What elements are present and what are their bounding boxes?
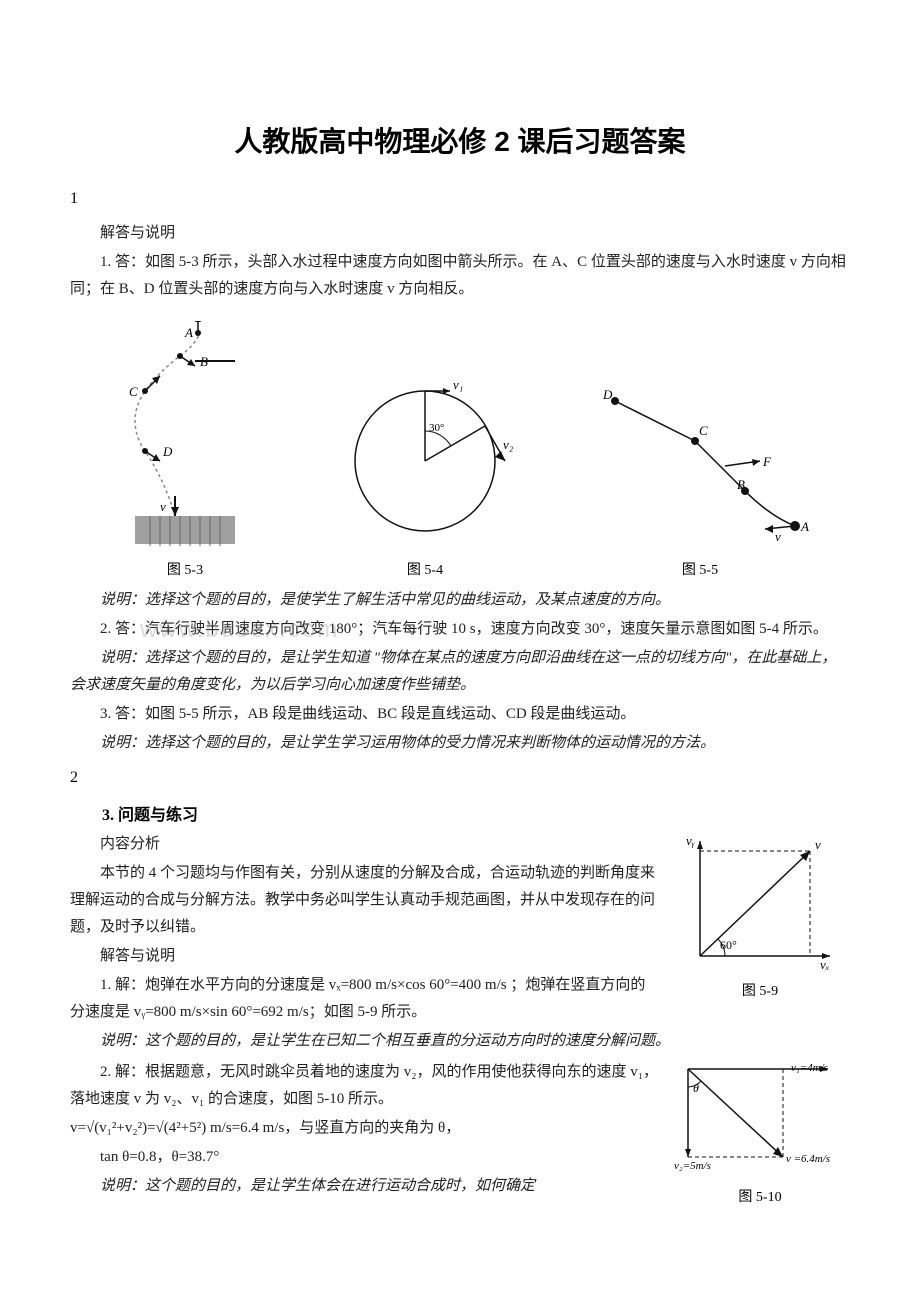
label-v2: v₂ [503,437,514,452]
label-v: v [815,837,821,852]
label-B: B [737,477,745,492]
label-v: v [775,529,781,544]
figure-5-10-caption: 图 5-10 [670,1186,850,1206]
label-D: D [162,444,173,459]
figure-5-10-block: θ v₁=4m/s v₂=5m/s v =6.4m/s 图 5-10 [670,1057,850,1206]
figure-5-9-caption: 图 5-9 [670,980,850,1000]
label-vy: vᵧ [686,833,695,848]
figure-5-3-svg: A B C D v [105,321,265,551]
label-theta: θ [693,1081,699,1095]
figure-5-9-svg: vᵧ v vₓ 60° [680,831,840,971]
q3-note: 说明：选择这个题的目的，是让学生学习运用物体的受力情况来判断物体的运动情况的方法… [70,730,850,757]
figure-5-3: A B C D v 图 5-3 [105,321,265,579]
label-A: A [800,519,809,534]
label-C: C [129,384,138,399]
label-F: F [762,454,772,469]
figures-row-1: A B C D v 图 5-3 v₁ v₂ 30° [70,321,850,579]
label-A: A [184,325,193,340]
q1-answer: 1. 答：如图 5-3 所示，头部入水过程中速度方向如图中箭头所示。在 A、C … [70,249,850,303]
label-v1: v₁ [453,377,463,392]
label-vx: vₓ [820,957,830,971]
section-2-number: 2 [70,769,850,787]
figure-5-4-svg: v₁ v₂ 30° [335,371,515,551]
figure-5-10-svg: θ v₁=4m/s v₂=5m/s v =6.4m/s [673,1057,848,1177]
figure-5-4: v₁ v₂ 30° 图 5-4 [335,371,515,579]
section-1-number: 1 [70,190,850,208]
label-v: v [160,499,166,514]
document-title: 人教版高中物理必修 2 课后习题答案 [70,120,850,160]
figure-5-4-caption: 图 5-4 [407,559,443,579]
figure-5-5: D C F B A v 图 5-5 [585,381,815,579]
s2-q1-note: 说明：这个题的目的，是让学生在已知二个相互垂直的分运动方向时的速度分解问题。 [70,1028,850,1055]
q2-note: 说明：选择这个题的目的，是让学生知道 "物体在某点的速度方向即沿曲线在这一点的切… [70,645,850,699]
figure-5-9-block: vᵧ v vₓ 60° 图 5-9 [670,831,850,1000]
label-vres: v =6.4m/s [786,1153,830,1165]
subsection-heading: 3. 问题与练习 [70,801,850,825]
trajectory-path [135,329,200,516]
answers-heading-1: 解答与说明 [70,220,850,247]
label-v2: v₂=5m/s [674,1160,711,1172]
label-60: 60° [720,938,737,952]
q2-answer: 2. 答：汽车行驶半周速度方向改变 180°；汽车每行驶 10 s，速度方向改变… [70,616,850,643]
document-page: 人教版高中物理必修 2 课后习题答案 1 解答与说明 1. 答：如图 5-3 所… [0,0,920,1266]
q2-text: 2. 答：汽车行驶半周速度方向改变 180°；汽车每行驶 10 s，速度方向改变… [100,621,828,637]
q3-answer: 3. 答：如图 5-5 所示，AB 段是曲线运动、BC 段是直线运动、CD 段是… [70,701,850,728]
label-D: D [602,387,613,402]
label-C: C [699,423,708,438]
figure-5-3-caption: 图 5-3 [167,559,203,579]
label-v1: v₁=4m/s [791,1062,828,1074]
figure-5-5-svg: D C F B A v [585,381,815,551]
label-angle-30: 30° [429,422,444,434]
q1-note: 说明：选择这个题的目的，是使学生了解生活中常见的曲线运动，及某点速度的方向。 [70,587,850,614]
figure-5-5-caption: 图 5-5 [682,559,718,579]
